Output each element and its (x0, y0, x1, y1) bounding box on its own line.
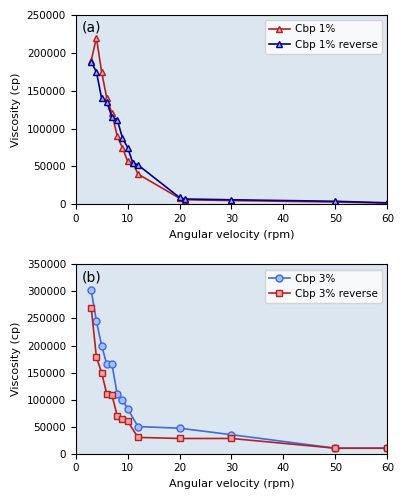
Cbp 3% (110, 362, 115, 368)
Cbp 3% reverse (110, 392, 115, 398)
Cbp 3% (115, 391, 119, 397)
Cbp 3% reverse (333, 445, 338, 451)
Cbp 1% (136, 171, 141, 177)
Line: Cbp 3% reverse: Cbp 3% reverse (88, 304, 391, 452)
Cbp 1% reverse (94, 69, 99, 75)
Cbp 3% reverse (385, 445, 390, 451)
Cbp 3% (94, 318, 99, 324)
Cbp 1% reverse (333, 198, 338, 204)
Cbp 1% (385, 200, 390, 206)
Cbp 1% reverse (385, 200, 390, 206)
Cbp 3% reverse (99, 370, 104, 376)
Cbp 1% reverse (99, 96, 104, 102)
Cbp 1% reverse (125, 144, 130, 150)
Y-axis label: Viscosity (cp): Viscosity (cp) (11, 322, 21, 396)
Cbp 1% reverse (130, 160, 135, 166)
Cbp 1% (182, 197, 187, 203)
Cbp 1% (177, 196, 182, 202)
Cbp 3% (136, 424, 141, 430)
Cbp 3% (125, 406, 130, 411)
Cbp 3% (229, 432, 234, 438)
Cbp 3% reverse (125, 418, 130, 424)
Legend: Cbp 3%, Cbp 3% reverse: Cbp 3%, Cbp 3% reverse (265, 270, 382, 303)
Cbp 1% reverse (177, 194, 182, 200)
Cbp 1% (130, 160, 135, 166)
Cbp 3% reverse (94, 354, 99, 360)
Cbp 3% reverse (136, 434, 141, 440)
Cbp 1% reverse (229, 197, 234, 203)
Cbp 3% (99, 342, 104, 348)
X-axis label: Angular velocity (rpm): Angular velocity (rpm) (169, 479, 294, 489)
Cbp 1% (229, 198, 234, 203)
Cbp 3% (104, 362, 109, 368)
Cbp 1% reverse (120, 134, 125, 140)
Cbp 1% (333, 199, 338, 205)
Cbp 1% (115, 133, 119, 139)
Cbp 1% reverse (104, 99, 109, 105)
Cbp 3% (385, 445, 390, 451)
Cbp 1% (104, 96, 109, 102)
Line: Cbp 3%: Cbp 3% (88, 287, 391, 452)
Text: (b): (b) (82, 270, 102, 284)
Cbp 3% (177, 425, 182, 431)
Cbp 3% (89, 288, 94, 294)
Text: (a): (a) (82, 21, 101, 35)
Line: Cbp 1% reverse: Cbp 1% reverse (88, 58, 391, 206)
Cbp 1% reverse (115, 116, 119, 122)
Cbp 1% reverse (89, 59, 94, 65)
Cbp 1% (94, 35, 99, 41)
Cbp 3% reverse (104, 391, 109, 397)
Cbp 1% (120, 144, 125, 150)
Cbp 1% reverse (182, 196, 187, 202)
Cbp 1% (110, 110, 115, 116)
Cbp 1% reverse (136, 162, 141, 168)
Cbp 1% (125, 158, 130, 164)
Cbp 1% reverse (110, 114, 115, 120)
Cbp 3% reverse (229, 436, 234, 442)
Cbp 3% reverse (115, 413, 119, 419)
Y-axis label: Viscosity (cp): Viscosity (cp) (11, 72, 21, 147)
Line: Cbp 1%: Cbp 1% (88, 34, 391, 206)
Cbp 3% reverse (120, 416, 125, 422)
Cbp 3% (333, 445, 338, 451)
Cbp 3% reverse (177, 436, 182, 442)
Cbp 1% (99, 69, 104, 75)
X-axis label: Angular velocity (rpm): Angular velocity (rpm) (169, 230, 294, 239)
Legend: Cbp 1%, Cbp 1% reverse: Cbp 1%, Cbp 1% reverse (265, 20, 382, 54)
Cbp 1% (89, 58, 94, 64)
Cbp 3% reverse (89, 304, 94, 310)
Cbp 3% (120, 396, 125, 402)
